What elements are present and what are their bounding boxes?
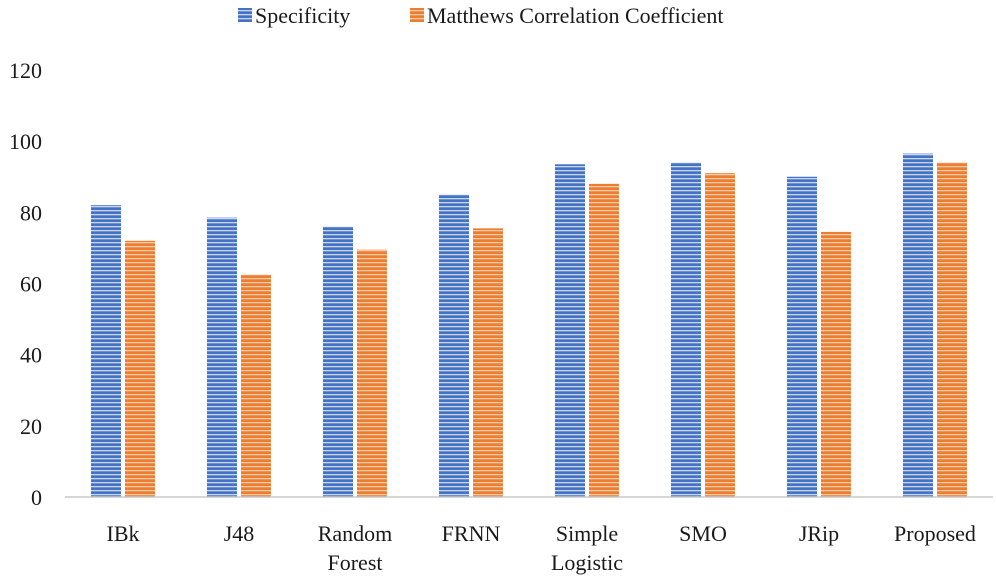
bar-mcc — [357, 249, 387, 497]
x-tick-label: FRNN — [442, 521, 501, 546]
x-tick-label: SMO — [679, 521, 727, 546]
bars — [91, 153, 967, 498]
y-tick-label: 60 — [20, 272, 42, 297]
y-tick-label: 120 — [9, 58, 42, 83]
x-tick-label: Forest — [328, 550, 383, 575]
bar-specificity — [207, 217, 237, 497]
bar-specificity — [323, 226, 353, 498]
legend-swatch-specificity — [238, 8, 252, 22]
x-axis: IBk J48 Random Forest FRNN Simple Logistic SMO J… — [107, 521, 976, 575]
bar-mcc — [821, 231, 851, 497]
bar-mcc — [125, 240, 155, 498]
x-tick-label: Random — [318, 521, 393, 546]
bar-specificity — [671, 162, 701, 497]
x-tick-label: JRip — [799, 521, 839, 546]
y-tick-label: 0 — [31, 485, 42, 510]
x-tick-label: J48 — [224, 521, 255, 546]
y-tick-label: 80 — [20, 200, 42, 225]
legend: Specificity Matthews Correlation Coeffic… — [238, 3, 724, 28]
x-tick-label: IBk — [107, 521, 140, 546]
bar-specificity — [555, 164, 585, 497]
bar-specificity — [91, 205, 121, 497]
x-tick-label: Logistic — [551, 550, 623, 575]
y-tick-label: 20 — [20, 414, 42, 439]
x-tick-label: Proposed — [894, 521, 976, 546]
y-axis: 0 20 40 60 80 100 120 — [9, 58, 42, 510]
bar-specificity — [787, 176, 817, 497]
bar-mcc — [241, 274, 271, 497]
bar-mcc — [589, 183, 619, 497]
legend-label-mcc: Matthews Correlation Coefficient — [427, 3, 724, 28]
bar-mcc — [705, 173, 735, 498]
legend-label-specificity: Specificity — [255, 3, 350, 28]
bar-mcc — [937, 162, 967, 497]
bar-specificity — [439, 194, 469, 497]
y-tick-label: 40 — [20, 343, 42, 368]
bar-mcc — [473, 228, 503, 498]
legend-swatch-mcc — [410, 8, 424, 22]
bar-specificity — [903, 153, 933, 497]
y-tick-label: 100 — [9, 129, 42, 154]
x-tick-label: Simple — [556, 521, 618, 546]
